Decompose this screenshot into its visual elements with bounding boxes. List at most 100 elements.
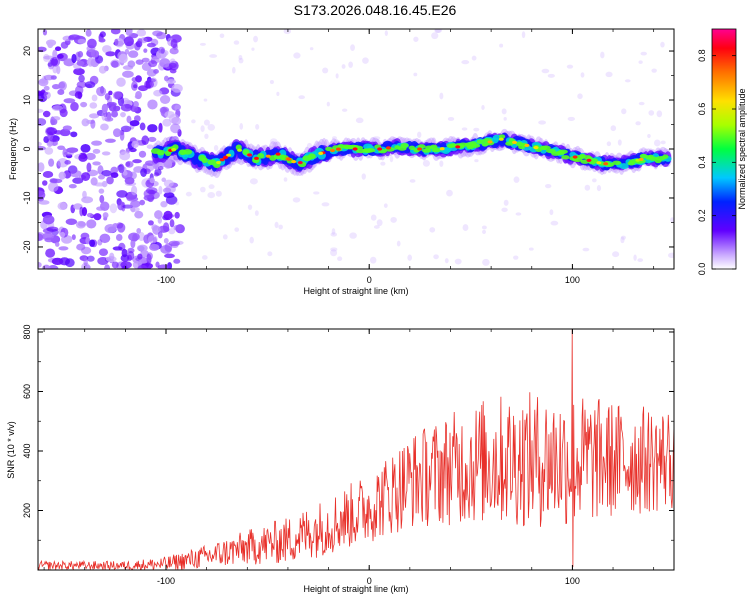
heatmap-noise-blob [146,78,156,83]
heatmap-ridge-blob [470,143,481,148]
heatmap-noise-blob [130,185,138,196]
heatmap-noise-blob [111,110,119,118]
heatmap-noise-blob [439,92,444,100]
spectrogram-y-tick-label: -20 [22,240,32,253]
heatmap-noise-blob [162,222,170,233]
heatmap-noise-blob [157,216,162,224]
heatmap-noise-blob [43,85,50,91]
heatmap-noise-blob [653,139,661,147]
heatmap-noise-blob [46,127,58,136]
heatmap-noise-blob [79,206,84,217]
heatmap-noise-blob [600,51,605,59]
heatmap-noise-blob [549,209,554,216]
heatmap-noise-blob [637,258,644,263]
heatmap-noise-blob [141,57,150,63]
heatmap-noise-blob [158,122,163,133]
heatmap-noise-blob [620,236,625,244]
heatmap-noise-blob [170,123,181,134]
heatmap-noise-blob [58,246,69,251]
heatmap-noise-blob [85,152,96,161]
heatmap-noise-blob [57,202,67,211]
heatmap-noise-blob [499,43,504,48]
heatmap-noise-blob [163,238,169,244]
heatmap-noise-blob [81,118,90,127]
heatmap-noise-blob [369,256,377,264]
heatmap-noise-blob [171,83,183,93]
heatmap-noise-blob [139,122,146,131]
heatmap-noise-blob [80,144,91,153]
heatmap-noise-blob [337,256,343,262]
heatmap-noise-blob [159,95,171,104]
heatmap-noise-blob [115,233,123,241]
heatmap-noise-blob [140,37,148,44]
heatmap-noise-blob [83,257,88,267]
heatmap-noise-blob [335,73,339,79]
heatmap-ridge-blob [365,148,376,153]
heatmap-noise-blob [219,33,225,38]
heatmap-noise-blob [612,251,620,258]
heatmap-noise-blob [130,206,136,213]
heatmap-noise-blob [62,125,72,131]
heatmap-noise-blob [383,203,388,208]
heatmap-noise-blob [422,159,431,167]
heatmap-noise-blob [200,125,205,132]
heatmap-noise-blob [166,79,176,85]
heatmap-noise-blob [68,184,77,189]
colorbar: 0.0 0.2 0.4 0.6 0.8 Normalized spectral ampl… [697,28,747,275]
heatmap-noise-blob [95,55,104,64]
heatmap-noise-blob [123,36,134,47]
heatmap-noise-blob [138,150,147,158]
heatmap-noise-blob [112,128,122,138]
heatmap-noise-blob [99,233,111,244]
heatmap-noise-blob [153,172,160,177]
heatmap-noise-blob [283,29,292,35]
heatmap-noise-blob [163,192,175,199]
heatmap-ridge-blob [498,134,506,139]
heatmap-noise-blob [104,116,114,122]
heatmap-hotspot [171,148,177,152]
heatmap-noise-blob [56,53,64,59]
snr-x-tick-label: 100 [565,576,580,586]
heatmap-hotspot [253,156,259,160]
heatmap-noise-blob [101,103,108,114]
heatmap-noise-blob [85,236,91,245]
heatmap-noise-blob [90,119,96,129]
heatmap-noise-blob [215,190,222,197]
heatmap-noise-blob [133,115,141,122]
heatmap-noise-blob [462,224,469,232]
heatmap-noise-blob [409,179,416,183]
heatmap-ridge-blob [619,163,629,170]
heatmap-noise-blob [87,38,97,49]
heatmap-noise-blob [513,176,520,183]
heatmap-noise-blob [80,246,92,255]
heatmap-noise-blob [45,39,57,47]
heatmap-noise-blob [112,246,123,251]
heatmap-ridge-blob [307,153,316,160]
heatmap-noise-blob [126,115,132,124]
heatmap-noise-blob [109,252,115,261]
heatmap-noise-blob [413,72,418,77]
heatmap-noise-blob [55,241,60,247]
heatmap-noise-blob [164,253,175,259]
heatmap-noise-blob [137,253,143,260]
heatmap-noise-blob [164,111,175,118]
heatmap-noise-blob [146,144,154,149]
heatmap-noise-blob [98,248,109,256]
heatmap-noise-blob [461,127,468,131]
heatmap-noise-blob [117,222,126,233]
heatmap-noise-blob [584,184,591,191]
heatmap-noise-blob [660,140,666,145]
heatmap-noise-blob [185,191,192,197]
heatmap-noise-blob [38,261,42,268]
heatmap-noise-blob [42,180,48,186]
heatmap-noise-blob [251,47,255,51]
heatmap-hotspot [524,143,530,147]
heatmap-ridge-blob [408,145,416,150]
heatmap-noise-blob [86,162,92,173]
heatmap-noise-blob [580,72,585,78]
snr-y-axis-label: SNR (10 * v/v) [6,421,16,479]
heatmap-noise-blob [433,254,439,260]
heatmap-noise-blob [52,49,58,60]
heatmap-noise-blob [298,95,305,100]
